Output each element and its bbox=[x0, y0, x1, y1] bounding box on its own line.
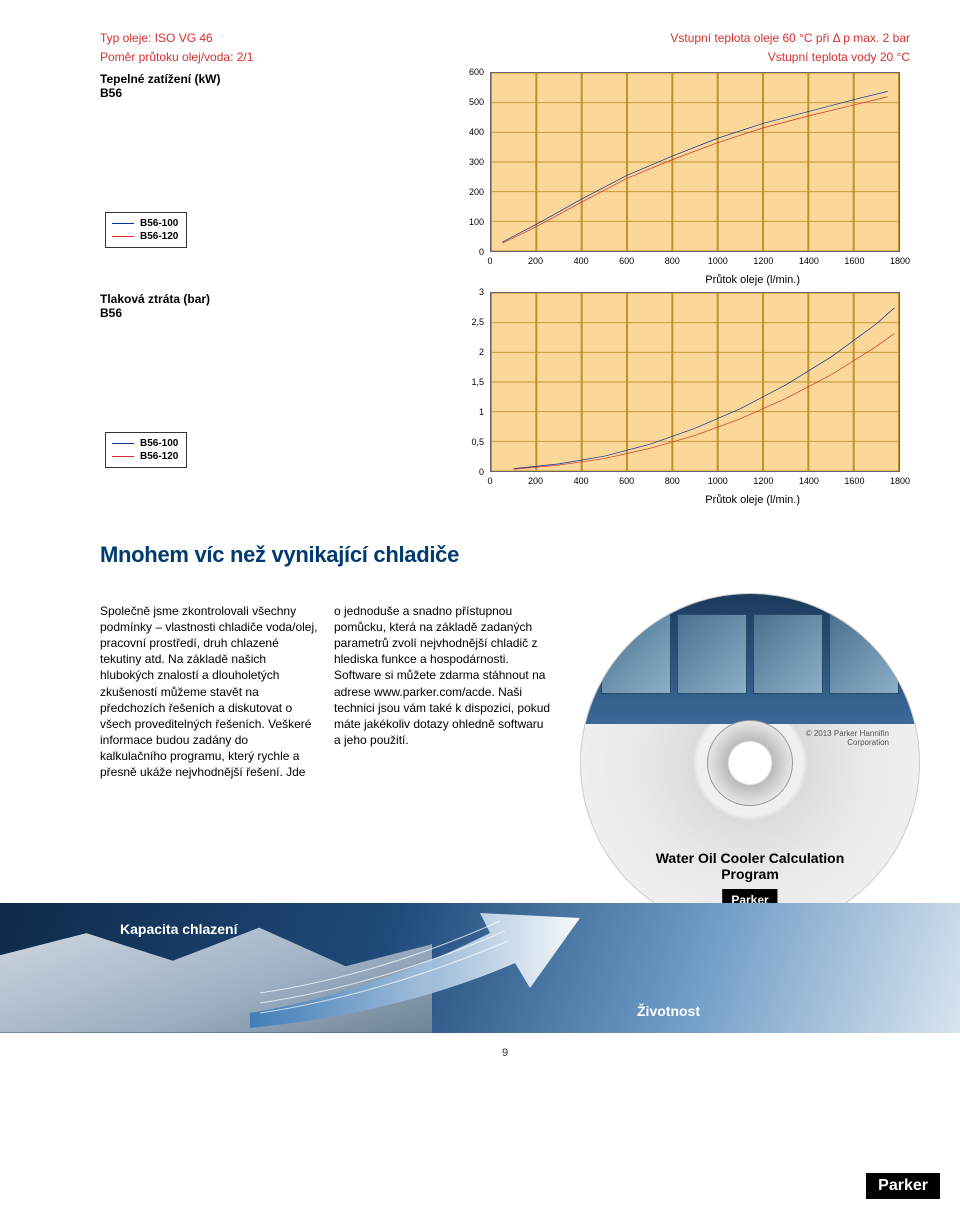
parker-logo-corner: Parker bbox=[866, 1173, 940, 1199]
flow-ratio: Poměr průtoku olej/voda: 2/1 bbox=[100, 49, 253, 66]
cd-copyright: © 2013 Parker Hannifin Corporation bbox=[806, 729, 889, 747]
header-row-1: Typ oleje: ISO VG 46 Vstupní teplota ole… bbox=[100, 30, 910, 47]
cd-image bbox=[677, 614, 747, 694]
legend-item: B56-100 bbox=[140, 217, 178, 230]
inlet-water-temp: Vstupní teplota vody 20 °C bbox=[768, 49, 910, 66]
article-col-1: Společně jsme zkontrolovali všechny podm… bbox=[100, 603, 318, 863]
header-row-2: Poměr průtoku olej/voda: 2/1 Vstupní tep… bbox=[100, 49, 910, 66]
chart1-legend: B56-100 B56-120 bbox=[105, 212, 187, 248]
article-col-2: o jednoduše a snadno přístupnou pomůcku,… bbox=[334, 603, 552, 863]
cd-disc: © 2013 Parker Hannifin Corporation Water… bbox=[580, 593, 920, 933]
arrow-graphic bbox=[250, 893, 630, 1033]
cd-image bbox=[601, 614, 671, 694]
cd-image bbox=[753, 614, 823, 694]
banner-label-left: Kapacita chlazení bbox=[120, 921, 238, 937]
page-number: 9 bbox=[100, 1047, 910, 1059]
bottom-banner: Kapacita chlazení Životnost bbox=[0, 903, 960, 1033]
chart2-x-label: Průtok oleje (l/min.) bbox=[705, 494, 800, 506]
cd-image bbox=[829, 614, 899, 694]
chart1-x-label: Průtok oleje (l/min.) bbox=[705, 274, 800, 286]
cd-hole bbox=[707, 720, 793, 806]
oil-type: Typ oleje: ISO VG 46 bbox=[100, 30, 213, 47]
cd-program-title: Water Oil Cooler Calculation Program bbox=[581, 850, 919, 882]
chart-pressure-drop: Tlaková ztráta (bar) B56 B56-100 B56-120… bbox=[460, 292, 910, 492]
banner-label-right: Životnost bbox=[637, 1003, 700, 1019]
chart2-legend: B56-100 B56-120 bbox=[105, 432, 187, 468]
chart-thermal-load: Tepelné zatížení (kW) B56 B56-100 B56-12… bbox=[460, 72, 910, 272]
chart1-title: Tepelné zatížení (kW) B56 bbox=[100, 72, 300, 100]
legend-item: B56-120 bbox=[140, 450, 178, 463]
legend-item: B56-100 bbox=[140, 437, 178, 450]
inlet-oil-temp: Vstupní teplota oleje 60 °C při Δ p max.… bbox=[670, 30, 910, 47]
article-title: Mnohem víc než vynikající chladiče bbox=[100, 542, 910, 568]
article-body: Společně jsme zkontrolovali všechny podm… bbox=[100, 603, 910, 863]
legend-item: B56-120 bbox=[140, 230, 178, 243]
chart2-title: Tlaková ztráta (bar) B56 bbox=[100, 292, 300, 320]
